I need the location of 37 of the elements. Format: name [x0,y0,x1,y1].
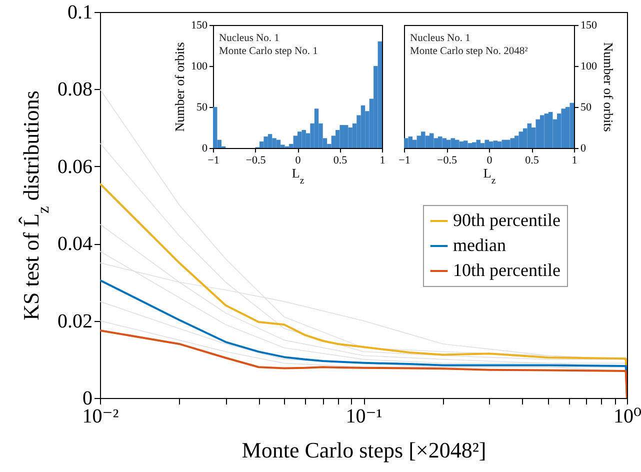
x-tick-label: 0.5 [525,154,540,166]
x-axis-title: L$_{z}$ [483,166,496,186]
x-tick-label: 1 [380,154,386,166]
x-tick-label: −1 [208,154,220,166]
x-axis-title: L$_{z}$ [292,166,305,186]
legend-label: 10th percentile [453,260,560,280]
annotation: Monte Carlo step No. 2048² [410,46,528,57]
x-tick-label: −1 [398,154,410,166]
y2-tick-label: 50 [580,102,592,114]
y-tick-label: 0.02 [58,310,92,332]
y-tick-label: 150 [191,20,208,32]
y2-axis-title: Number of orbits [601,42,616,132]
y2-tick-label: 150 [580,20,598,32]
annotation: Nucleus No. 1 [410,33,470,44]
x-tick-label: 0 [295,154,302,166]
y-tick-label: 0.04 [58,233,92,256]
legend-label: median [453,235,506,255]
x-tick-label: 0.5 [333,154,348,166]
legend-label: 90th percentile [453,210,560,230]
y2-tick-label: 0 [580,142,586,154]
y-tick-label: 0 [202,142,208,154]
y-axis-title: Number of orbits [172,42,187,132]
annotation: Monte Carlo step No. 1 [219,46,318,57]
x-tick-label: 10⁻¹ [346,406,382,428]
x-tick-label: −0.5 [246,154,266,166]
x-tick-label: 1 [572,154,578,166]
y-tick-label: 0.1 [68,2,92,24]
y2-tick-label: 100 [580,60,598,72]
x-tick-label: 0 [486,154,493,166]
x-tick-label: 10⁰ [613,406,641,428]
y-tick-label: 0.06 [58,156,92,178]
annotation: Nucleus No. 1 [219,33,280,44]
x-axis-title: Monte Carlo steps [×2048²] [242,438,486,462]
y-tick-label: 0.08 [58,78,92,101]
y-tick-label: 50 [196,102,208,114]
x-tick-label: −0.5 [437,154,458,166]
y-tick-label: 100 [191,60,208,72]
